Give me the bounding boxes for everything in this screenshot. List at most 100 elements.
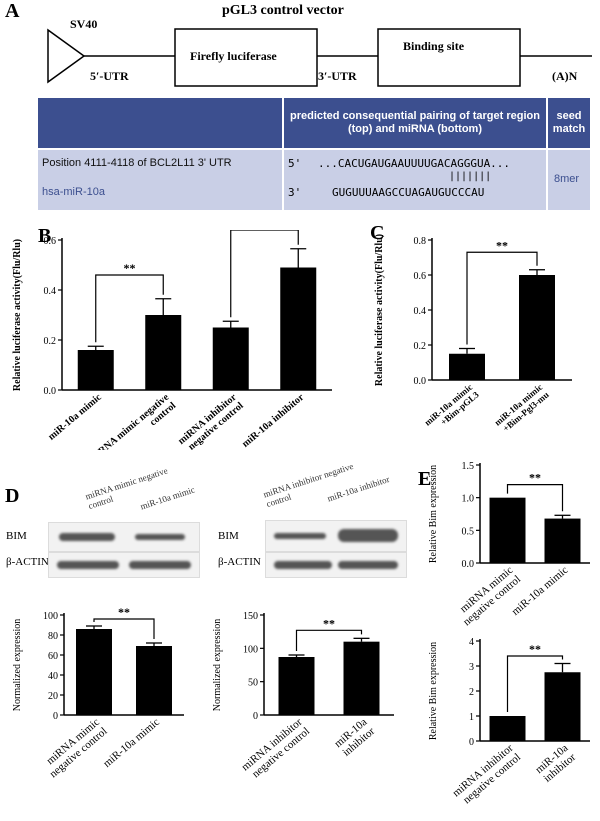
category-label-line: miR-10a mimic xyxy=(46,392,104,443)
table-label-cell xyxy=(38,150,282,210)
binding-site-box xyxy=(377,28,521,87)
y-tick-label: 100 xyxy=(43,611,58,622)
bar-1 xyxy=(449,353,485,380)
y-tick-label: 0.6 xyxy=(44,236,57,247)
bar-2 xyxy=(544,518,581,563)
category-label: miRNA mimicnegative control xyxy=(453,564,523,628)
y-tick-label: 50 xyxy=(248,678,258,689)
blot-right-bim-label: BIM xyxy=(218,530,239,542)
utr3-label: 3′-UTR xyxy=(318,69,357,83)
binding-site-label: Binding site xyxy=(403,39,465,53)
y-tick-label: 150 xyxy=(243,611,258,622)
bar-4 xyxy=(280,267,317,390)
significance-bracket xyxy=(95,274,164,343)
polya-label: (A)N xyxy=(552,69,578,83)
chart-d-mimic-expression: 0 20 40 60 80 100 Normalized expression miRNA m… xyxy=(12,605,184,780)
firefly-luciferase-box xyxy=(174,28,318,87)
y-tick-label: 0.6 xyxy=(414,271,427,282)
y-tick-label: 1.5 xyxy=(462,461,475,472)
bar-2 xyxy=(343,641,380,715)
significance-marker: ** xyxy=(124,261,136,275)
table-header-pairing: predicted consequential pairing of targe… xyxy=(284,98,546,148)
mirna-name-label: hsa-miR-10a xyxy=(42,186,105,198)
y-tick-label: 4 xyxy=(469,637,474,648)
y-tick-label: 0 xyxy=(53,711,58,722)
y-tick-label: 0.0 xyxy=(414,376,427,387)
y-axis-label: Relative luciferase activity(Flu/Rlu) xyxy=(12,239,23,391)
blot-right-lane-labels: miRNA inhibitor negative control miR-10a… xyxy=(262,461,402,524)
firefly-luciferase-label: Firefly luciferase xyxy=(190,49,277,63)
sv40-promoter-triangle xyxy=(47,28,86,84)
y-tick-label: 3 xyxy=(469,662,474,673)
bar-1 xyxy=(489,716,526,741)
category-label: miR-10a inhibitor xyxy=(240,392,306,450)
blot-left-bim-label: BIM xyxy=(6,530,27,542)
pairing-bars: ||||||| xyxy=(449,171,492,182)
category-label: miR-10ainhibitor xyxy=(332,716,377,759)
y-tick-label: 20 xyxy=(48,691,58,702)
seed-type: 8mer xyxy=(554,173,580,185)
bar-1 xyxy=(278,657,315,715)
panel-label-b: B xyxy=(38,225,52,247)
category-label-line: miR-10a mimic xyxy=(101,716,162,770)
y-tick-label: 0.0 xyxy=(44,386,57,397)
five-prime-label: 5' xyxy=(288,157,302,170)
bar-1 xyxy=(76,629,112,715)
utr5-label: 5′-UTR xyxy=(90,69,129,83)
three-prime-label: 3' xyxy=(288,186,302,199)
significance-marker: ** xyxy=(529,471,541,485)
panel-label-d: D xyxy=(5,485,20,507)
y-tick-label: 0 xyxy=(469,737,474,748)
table-sequence-cell xyxy=(284,150,546,210)
significance-bracket xyxy=(295,629,363,651)
mirna-sequence: GUGUUUAAGCCUAGAUGUCCCAU xyxy=(332,186,485,199)
panel-label-a: A xyxy=(5,0,20,22)
table-seed-cell xyxy=(548,150,590,210)
significance-bracket xyxy=(506,655,564,712)
y-tick-label: 0.0 xyxy=(462,559,475,570)
y-tick-label: 0 xyxy=(253,711,258,722)
y-axis-label: Normalized expression xyxy=(212,619,223,711)
target-sequence: ...CACUGAUGAAUUUUGACAGGGUA... xyxy=(318,157,511,170)
category-label: miR-10a mimic xyxy=(510,564,571,618)
significance-marker: ** xyxy=(323,616,335,630)
category-label: miR-10ainhibitor xyxy=(533,742,578,785)
y-tick-label: 40 xyxy=(48,671,58,682)
blot-left-actin-label: β-ACTIN xyxy=(6,556,49,568)
chart-d-inhibitor-expression: 0 50 100 150 Normalized expression miRNA inhi… xyxy=(212,611,394,780)
category-label-line: miR-10a mimic xyxy=(510,564,571,618)
category-label: miR-10a mimic xyxy=(46,392,104,443)
significance-bracket xyxy=(93,618,155,639)
y-tick-label: 2 xyxy=(469,687,474,698)
y-axis-label: Relative Bim expression xyxy=(428,465,439,563)
y-tick-label: 100 xyxy=(243,644,258,655)
significance-bracket xyxy=(230,230,299,318)
blot-left-bim xyxy=(48,522,200,552)
blot-right-bim xyxy=(265,520,407,552)
utr-position-label: Position 4111-4118 of BCL2L11 3' UTR xyxy=(42,157,232,169)
bar-2 xyxy=(145,315,182,390)
blot-right-actin-label: β-ACTIN xyxy=(218,556,261,568)
category-label: miRNA inhibitornegative control xyxy=(176,392,246,450)
blot-left-lane-labels: miRNA mimic negative control miR-10a mim… xyxy=(84,465,204,528)
category-label: miR-10a mimic+Bim-Pgl3-mu xyxy=(492,382,550,435)
panel-label-c: C xyxy=(370,222,385,244)
chart-c-luciferase: 0.0 0.2 0.4 0.6 0.8 Relative luciferase activ… xyxy=(374,234,572,435)
bar-2 xyxy=(519,275,555,380)
y-tick-label: 1 xyxy=(469,712,474,723)
bar-2 xyxy=(136,646,172,715)
y-tick-label: 0.2 xyxy=(44,336,57,347)
blot-right-actin xyxy=(265,552,407,578)
y-tick-label: 0.4 xyxy=(44,286,57,297)
significance-bracket xyxy=(466,251,538,345)
significance-marker: ** xyxy=(529,642,541,656)
significance-marker: ** xyxy=(496,238,508,252)
chart-e-inhibitor-bim: 0 1 2 3 4 Relative Bim expression miRNA inhibi… xyxy=(428,637,590,806)
panel-label-e: E xyxy=(418,468,432,490)
vector-diagram: pGL3 control vector SV40 Firefly lucifer… xyxy=(47,3,592,87)
sv40-label: SV40 xyxy=(70,17,97,31)
significance-bracket xyxy=(506,484,564,512)
category-label: miR-10a mimic xyxy=(101,716,162,770)
y-tick-label: 0.2 xyxy=(414,341,427,352)
table-header-blank xyxy=(38,98,282,148)
